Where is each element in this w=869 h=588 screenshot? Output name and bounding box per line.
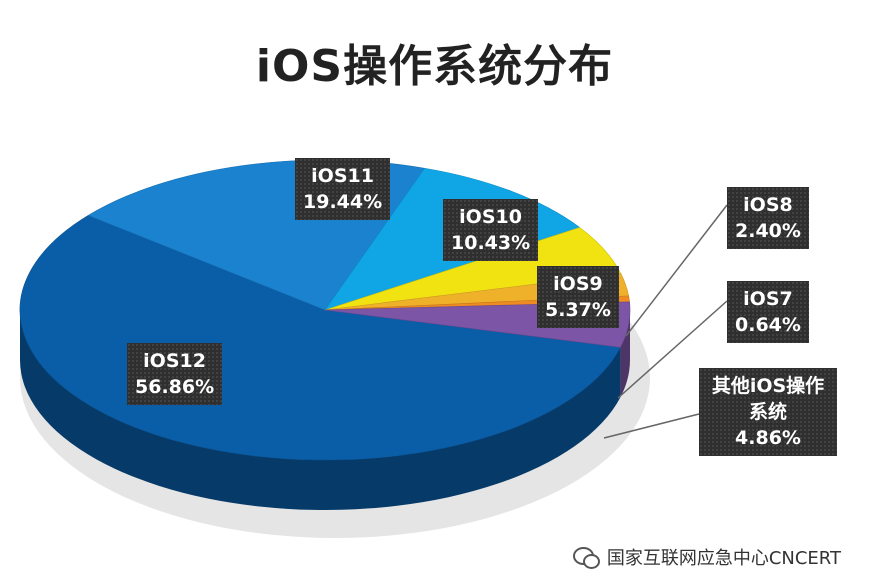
slice-value: 4.86% — [735, 427, 801, 449]
pie-side-iOS12 — [20, 310, 621, 510]
slice-name: iOS8 — [743, 194, 793, 216]
slice-name: iOS7 — [743, 288, 793, 310]
slice-label-iOS10: iOS10 10.43% — [443, 199, 539, 261]
slice-name: iOS10 — [459, 206, 522, 228]
slice-label-其他iOS操作系统: 其他iOS操作系统 4.86% — [699, 368, 837, 456]
leader-line-其他iOS操作系统 — [603, 413, 700, 439]
slice-label-iOS9: iOS9 5.37% — [537, 266, 619, 328]
leader-line-iOS7 — [617, 300, 728, 399]
chart-title: iOS操作系统分布 — [255, 41, 614, 92]
slice-value: 56.86% — [135, 376, 215, 398]
slice-label-iOS7: iOS7 0.64% — [727, 281, 809, 343]
slice-value: 5.37% — [545, 299, 611, 321]
slice-label-iOS8: iOS8 2.40% — [727, 187, 809, 249]
wechat-icon — [572, 547, 600, 569]
slice-value: 10.43% — [451, 232, 531, 254]
watermark-text: 国家互联网应急中心CNCERT — [606, 548, 841, 569]
pie-side-其他iOS操作系统 — [620, 310, 630, 398]
slice-name: iOS11 — [311, 165, 374, 187]
slice-name: iOS9 — [553, 273, 603, 295]
slice-value: 19.44% — [303, 191, 383, 213]
slice-value: 0.64% — [735, 314, 801, 336]
slice-value: 2.40% — [735, 220, 801, 242]
leader-line-iOS8 — [625, 204, 728, 337]
slice-name: iOS12 — [143, 350, 206, 372]
watermark: 国家互联网应急中心CNCERT — [572, 544, 841, 570]
slice-name: 其他iOS操作系统 — [711, 375, 825, 423]
pie-sides — [20, 310, 630, 510]
slice-label-iOS11: iOS11 19.44% — [295, 158, 391, 220]
slice-label-iOS12: iOS12 56.86% — [127, 343, 223, 405]
